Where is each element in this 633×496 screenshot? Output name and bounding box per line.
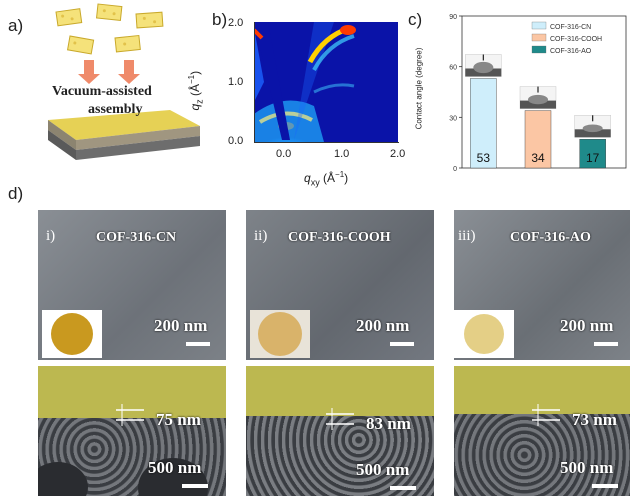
sem-index-i: i) [46,228,56,244]
panel-a-schematic [40,0,210,165]
legend-swatch [531,33,547,42]
water-droplet-icon [473,61,494,74]
bar-cof-316-ao [579,139,606,169]
scale-bar-bottom-cooh [390,486,416,490]
scale-bar-bottom-ao [592,484,618,488]
scale-bar-top-cooh [390,342,414,346]
bar-value-label: 34 [531,151,545,165]
contact-angle-bar-chart: 0 30 60 90 53 34 17 COF-316-CN COF-316-COOH COF-3… [449,14,627,173]
scale-bar-top-ao [594,342,618,346]
membrane-disc-icon [258,312,302,356]
cof-layer-overlay [246,366,434,416]
bar-cof-316-cooh [524,110,552,169]
membrane-disc-icon [464,314,504,354]
x-axis-label: qxy (Å−1) [304,170,348,187]
thickness-label-cn: 75 nm [156,410,201,429]
bar-value-label: 53 [477,151,491,165]
x-axis-symbol: q [304,171,311,185]
water-droplet-icon [582,124,603,133]
bar-value-label: 17 [586,151,600,165]
porous-support [454,414,630,496]
thickness-marker-cooh [326,408,354,430]
membrane-photo-inset-cn [42,310,102,358]
x-axis-sub: xy [310,177,320,188]
thickness-label-ao: 73 nm [572,410,617,429]
scale-label-bottom-ao: 500 nm [560,458,614,477]
x-axis-unit: (Å [319,171,336,185]
thickness-marker-ao [532,404,560,426]
membrane-photo-inset-ao [454,310,514,358]
panel-d-label: d) [8,184,24,203]
scale-label-bottom-cooh: 500 nm [356,460,410,479]
contact-angle-y-label: Contact angle (degree) [414,47,424,130]
membrane-photo-inset-cooh [250,310,310,358]
y-tick-label: 60 [449,65,457,72]
legend-swatch [531,21,547,30]
y-tick-label-2: 2.0 [228,17,244,29]
y-tick-label-1: 1.0 [228,76,244,88]
sem-title-cof-316-ao: COF-316-AO [510,230,591,245]
nanosheet-flakes-icon [55,3,164,55]
thickness-marker-cn [116,404,144,426]
y-axis-close: ) [188,70,203,75]
panel-c-label: c) [408,10,423,29]
substrate-shadow [520,100,556,109]
sem-title-cof-316-cooh: COF-316-COOH [288,230,391,245]
x-tick-label-1: 1.0 [334,148,350,160]
assembly-text-line1: Vacuum-assisted [52,84,152,99]
legend-swatch [531,45,547,54]
y-axis-symbol: q [188,103,203,111]
y-axis-label: qz (Å−1) [187,71,204,111]
scale-label-bottom-cn: 500 nm [148,458,202,477]
legend-label: COF-316-AO [550,48,592,55]
x-tick-label-0: 0.0 [276,148,292,160]
panel-a-label: a) [8,16,24,35]
giwaxs-axes-frame [254,22,399,143]
y-tick-label: 0 [453,166,457,173]
scale-bar-bottom-cn [182,484,208,488]
sem-title-cof-316-cn: COF-316-CN [96,230,177,245]
porous-support [246,416,434,496]
y-tick-label: 90 [449,14,457,21]
sem-cross-section-ao [454,366,630,496]
substrate-shadow [574,129,611,138]
sem-index-ii: ii) [254,228,268,244]
x-tick-label-2: 2.0 [390,148,406,160]
contact-angle-chart: 0 30 60 90 53 34 17 COF-316-CN COF-316-COOH COF-3… [420,10,630,175]
y-tick-label-0: 0.0 [228,135,244,147]
water-droplet-icon [528,94,548,105]
cof-layer-overlay [454,366,630,414]
scale-label-top-cn: 200 nm [154,316,208,335]
scale-label-top-ao: 200 nm [560,316,614,335]
panel-b-label: b) [212,10,228,29]
y-axis-unit: (Å [188,83,203,100]
down-arrow-icon [78,60,140,84]
assembly-text-line2: assembly [88,102,143,117]
x-axis-unit-sup: −1 [335,170,345,179]
bar-cof-316-cn [470,78,497,169]
y-axis-sub: z [194,99,205,104]
sem-index-iii: iii) [458,228,476,244]
y-axis-unit-sup: −1 [187,74,197,84]
sem-cross-section-cooh [246,366,434,496]
thickness-label-cooh: 83 nm [366,414,411,433]
membrane-substrate-icon [48,110,200,160]
scale-label-top-cooh: 200 nm [356,316,410,335]
membrane-disc-icon [51,313,93,355]
schematic-illustration [48,3,200,160]
legend-label: COF-316-CN [550,24,591,31]
y-tick-label: 30 [449,115,457,122]
x-axis-close: ) [344,171,349,185]
scale-bar-top-cn [186,342,210,346]
legend-label: COF-316-COOH [550,36,602,43]
